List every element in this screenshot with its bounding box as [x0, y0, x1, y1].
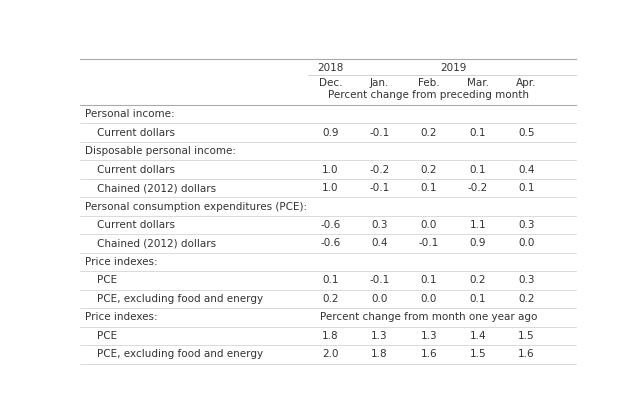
Text: -0.6: -0.6	[321, 220, 340, 230]
Text: Current dollars: Current dollars	[97, 128, 175, 138]
Text: 0.0: 0.0	[518, 239, 534, 248]
Text: 2018: 2018	[317, 63, 344, 73]
Text: 2.0: 2.0	[322, 349, 339, 359]
Text: 0.1: 0.1	[322, 275, 339, 286]
Text: -0.1: -0.1	[419, 239, 439, 248]
Text: Percent change from preceding month: Percent change from preceding month	[328, 90, 529, 100]
Text: PCE: PCE	[97, 275, 118, 286]
Text: 2019: 2019	[440, 63, 466, 73]
Text: 1.3: 1.3	[420, 331, 437, 341]
Text: 0.1: 0.1	[470, 128, 486, 138]
Text: -0.6: -0.6	[321, 239, 340, 248]
Text: 0.1: 0.1	[518, 183, 534, 193]
Text: 1.0: 1.0	[322, 183, 339, 193]
Text: Chained (2012) dollars: Chained (2012) dollars	[97, 183, 216, 193]
Text: Percent change from month one year ago: Percent change from month one year ago	[320, 312, 537, 322]
Text: Personal consumption expenditures (PCE):: Personal consumption expenditures (PCE):	[85, 201, 307, 211]
Text: PCE, excluding food and energy: PCE, excluding food and energy	[97, 294, 264, 304]
Text: 0.2: 0.2	[518, 294, 534, 304]
Text: Personal income:: Personal income:	[85, 109, 175, 119]
Text: 0.1: 0.1	[420, 183, 437, 193]
Text: Price indexes:: Price indexes:	[85, 257, 157, 267]
Text: 0.1: 0.1	[470, 294, 486, 304]
Text: 1.6: 1.6	[420, 349, 437, 359]
Text: Price indexes:: Price indexes:	[85, 312, 157, 322]
Text: -0.1: -0.1	[369, 275, 390, 286]
Text: Current dollars: Current dollars	[97, 165, 175, 175]
Text: -0.2: -0.2	[369, 165, 390, 175]
Text: 1.3: 1.3	[371, 331, 388, 341]
Text: 1.5: 1.5	[518, 331, 534, 341]
Text: 0.1: 0.1	[470, 165, 486, 175]
Text: Disposable personal income:: Disposable personal income:	[85, 146, 236, 156]
Text: 1.0: 1.0	[322, 165, 339, 175]
Text: 1.1: 1.1	[470, 220, 486, 230]
Text: 0.0: 0.0	[420, 294, 437, 304]
Text: Current dollars: Current dollars	[97, 220, 175, 230]
Text: 1.5: 1.5	[470, 349, 486, 359]
Text: 0.4: 0.4	[518, 165, 534, 175]
Text: 0.0: 0.0	[371, 294, 388, 304]
Text: 0.4: 0.4	[371, 239, 388, 248]
Text: 0.9: 0.9	[470, 239, 486, 248]
Text: 0.0: 0.0	[420, 220, 437, 230]
Text: 0.3: 0.3	[371, 220, 388, 230]
Text: Mar.: Mar.	[467, 78, 489, 88]
Text: 0.2: 0.2	[420, 128, 437, 138]
Text: PCE, excluding food and energy: PCE, excluding food and energy	[97, 349, 264, 359]
Text: Jan.: Jan.	[370, 78, 389, 88]
Text: -0.2: -0.2	[468, 183, 488, 193]
Text: 1.4: 1.4	[470, 331, 486, 341]
Text: Dec.: Dec.	[319, 78, 342, 88]
Text: -0.1: -0.1	[369, 128, 390, 138]
Text: 1.6: 1.6	[518, 349, 534, 359]
Text: 0.3: 0.3	[518, 275, 534, 286]
Text: 0.1: 0.1	[420, 275, 437, 286]
Text: Feb.: Feb.	[418, 78, 440, 88]
Text: Apr.: Apr.	[516, 78, 537, 88]
Text: PCE: PCE	[97, 331, 118, 341]
Text: 0.3: 0.3	[518, 220, 534, 230]
Text: 1.8: 1.8	[371, 349, 388, 359]
Text: 0.2: 0.2	[420, 165, 437, 175]
Text: 0.2: 0.2	[322, 294, 339, 304]
Text: 0.9: 0.9	[322, 128, 339, 138]
Text: Chained (2012) dollars: Chained (2012) dollars	[97, 239, 216, 248]
Text: 0.2: 0.2	[470, 275, 486, 286]
Text: 0.5: 0.5	[518, 128, 534, 138]
Text: -0.1: -0.1	[369, 183, 390, 193]
Text: 1.8: 1.8	[322, 331, 339, 341]
